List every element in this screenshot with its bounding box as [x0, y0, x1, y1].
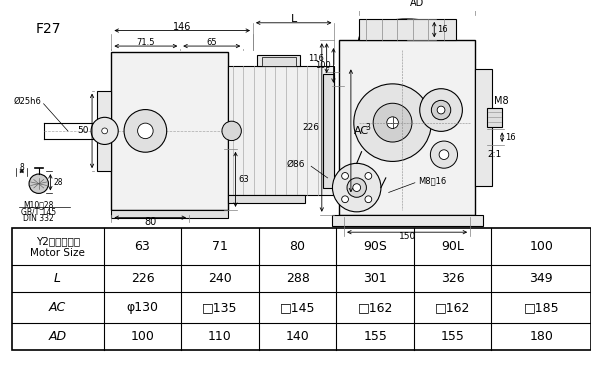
Text: F27: F27 [35, 22, 61, 36]
Text: 90L: 90L [441, 240, 464, 253]
Text: 90S: 90S [363, 240, 387, 253]
Text: Y2电机机座号
Motor Size: Y2电机机座号 Motor Size [30, 236, 85, 258]
Circle shape [332, 164, 381, 212]
Circle shape [124, 110, 167, 152]
Circle shape [430, 141, 458, 168]
Text: 349: 349 [530, 272, 553, 285]
Text: 146: 146 [173, 22, 191, 32]
Circle shape [420, 89, 463, 131]
Bar [332, 215, 483, 226]
Text: 8: 8 [19, 163, 24, 172]
Text: 71.5: 71.5 [137, 38, 155, 47]
Circle shape [347, 178, 367, 197]
Text: 301: 301 [363, 272, 387, 285]
Circle shape [341, 173, 349, 179]
Circle shape [341, 196, 349, 203]
Text: □185: □185 [524, 301, 559, 314]
Text: 2:1: 2:1 [487, 150, 502, 159]
Text: 110: 110 [208, 330, 232, 343]
Text: 240: 240 [208, 272, 232, 285]
Text: 226: 226 [131, 272, 154, 285]
Bar [487, 108, 502, 127]
Text: 65: 65 [206, 38, 217, 47]
Bar [323, 74, 334, 188]
Text: M10深28: M10深28 [23, 200, 54, 210]
Text: □135: □135 [202, 301, 238, 314]
Text: L: L [290, 14, 297, 24]
Circle shape [29, 174, 49, 193]
Text: □162: □162 [358, 301, 393, 314]
Bar [359, 19, 455, 40]
Text: 150: 150 [398, 231, 416, 241]
Circle shape [102, 128, 107, 134]
Text: 63: 63 [238, 175, 249, 184]
Circle shape [222, 121, 241, 141]
Text: GB/T 145: GB/T 145 [21, 207, 56, 216]
Text: 71: 71 [212, 240, 228, 253]
Circle shape [354, 84, 431, 161]
Circle shape [365, 196, 372, 203]
Text: 100: 100 [529, 240, 553, 253]
Text: M8: M8 [494, 96, 509, 106]
Text: AD: AD [410, 0, 424, 8]
Text: AC: AC [49, 301, 66, 314]
Text: φ130: φ130 [127, 301, 158, 314]
Text: 100: 100 [315, 61, 331, 70]
Text: Ø86: Ø86 [287, 160, 305, 169]
Text: M8深16: M8深16 [418, 176, 446, 185]
Text: 63: 63 [134, 240, 151, 253]
Circle shape [439, 150, 449, 160]
Text: 50: 50 [77, 126, 89, 135]
Circle shape [137, 123, 153, 139]
Bar [257, 55, 301, 66]
Text: 326: 326 [441, 272, 464, 285]
Circle shape [353, 184, 361, 192]
Circle shape [437, 106, 445, 114]
Circle shape [373, 103, 412, 142]
Text: L: L [54, 272, 61, 285]
Bar [112, 210, 228, 218]
Text: Ø25h6: Ø25h6 [14, 97, 41, 106]
Bar [228, 195, 305, 203]
Text: 155: 155 [441, 330, 464, 343]
Text: 28: 28 [53, 178, 63, 187]
Text: AD: AD [49, 330, 67, 343]
Text: 288: 288 [286, 272, 310, 285]
Text: 116: 116 [308, 54, 324, 63]
Circle shape [431, 100, 451, 120]
Text: 140: 140 [286, 330, 310, 343]
Text: 16: 16 [437, 25, 448, 34]
Bar [475, 69, 493, 186]
Text: 100: 100 [131, 330, 154, 343]
Text: 180: 180 [529, 330, 553, 343]
Text: 16: 16 [505, 133, 515, 142]
Text: 前盈玛特: 前盈玛特 [230, 103, 332, 171]
Text: 80: 80 [144, 216, 157, 227]
Bar [228, 66, 334, 195]
Text: 155: 155 [363, 330, 387, 343]
Text: □162: □162 [435, 301, 470, 314]
Text: □145: □145 [280, 301, 316, 314]
Bar [339, 40, 475, 215]
Text: 3: 3 [366, 123, 371, 132]
Bar [10, 11, 592, 228]
Circle shape [365, 173, 372, 179]
Text: 226: 226 [302, 123, 319, 132]
Text: DIN 332: DIN 332 [23, 214, 54, 223]
Text: AC: AC [354, 126, 369, 136]
Circle shape [91, 117, 118, 145]
Bar [11, 228, 592, 350]
Bar [97, 91, 112, 171]
Text: 80: 80 [290, 240, 305, 253]
Bar [262, 57, 296, 66]
Bar [112, 52, 228, 210]
Circle shape [387, 117, 398, 128]
